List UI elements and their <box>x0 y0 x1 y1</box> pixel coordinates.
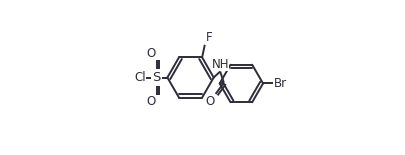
Text: F: F <box>206 31 212 44</box>
Text: O: O <box>146 46 156 60</box>
Text: S: S <box>152 71 161 84</box>
Text: Cl: Cl <box>134 71 146 84</box>
Text: Br: Br <box>273 77 287 90</box>
Text: O: O <box>146 95 156 108</box>
Text: O: O <box>206 95 215 108</box>
Text: NH: NH <box>211 58 229 71</box>
